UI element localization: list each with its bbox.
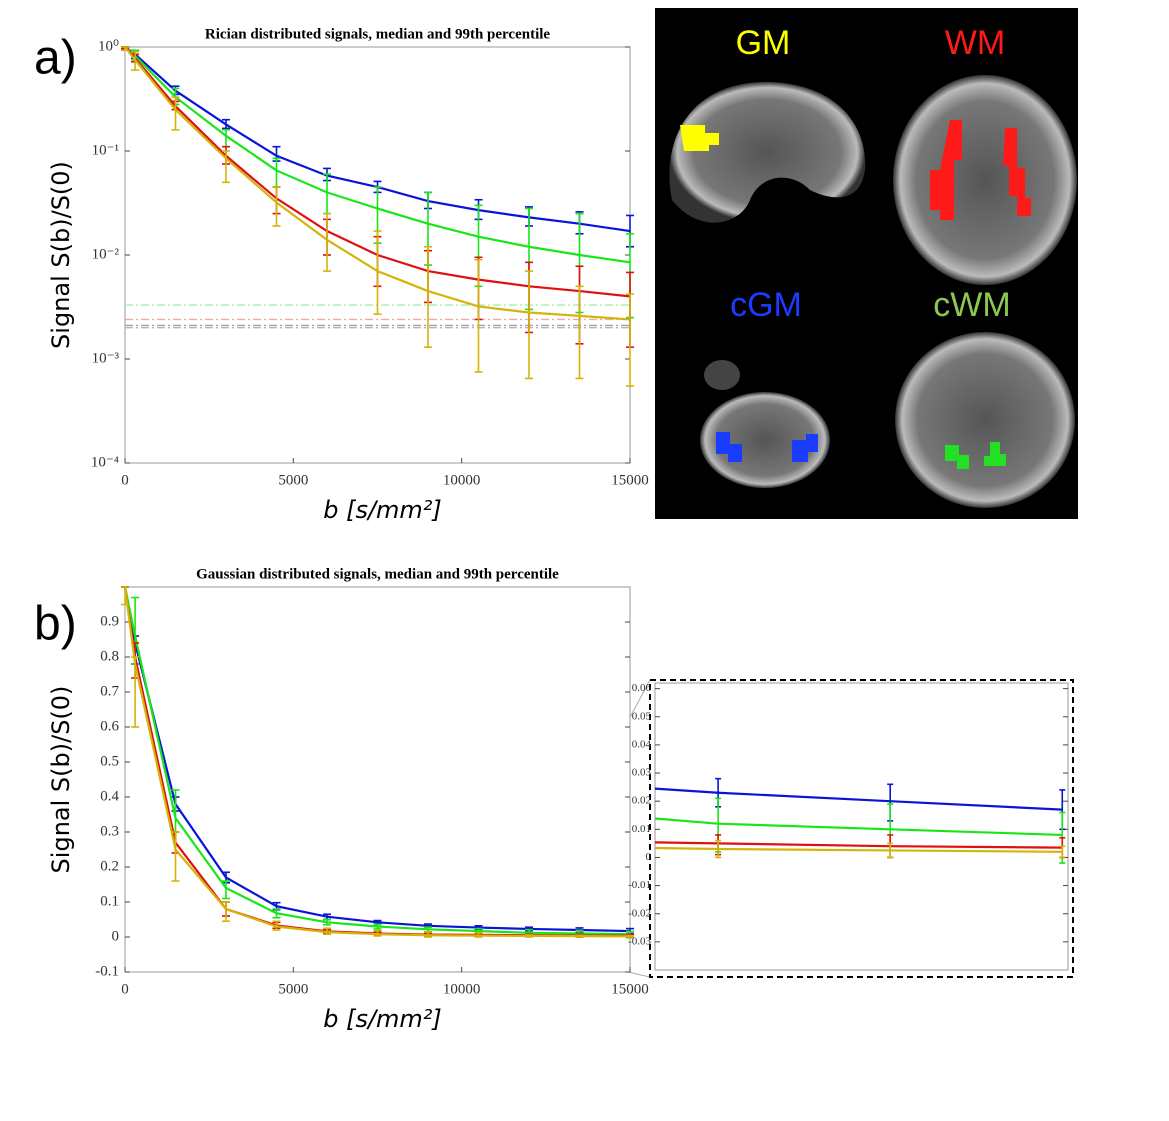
y-tick-label: 0.5 — [100, 753, 119, 769]
y-tick-label: 0.06 — [632, 682, 652, 694]
y-tick-label: 0.7 — [100, 683, 119, 699]
y-tick-label: 0.02 — [632, 795, 651, 807]
y-tick-label: 0.01 — [632, 823, 651, 835]
y-tick-label: 0 — [112, 928, 120, 944]
sagittal-slice — [669, 81, 866, 223]
roi-label: cGM — [730, 286, 802, 324]
y-tick-label: 0.4 — [100, 788, 119, 804]
cwm-roi — [945, 442, 1006, 469]
y-tick-label: -0.1 — [95, 963, 119, 979]
image-panel — [655, 8, 1078, 519]
y-tick-label: 0.3 — [100, 823, 119, 839]
roi-label: GM — [736, 24, 791, 62]
gm-roi — [680, 125, 719, 151]
axial-slice — [893, 75, 1077, 285]
series-line — [655, 787, 1063, 811]
y-tick-label: -0.01 — [628, 879, 651, 891]
plot-area — [124, 586, 631, 973]
series-line — [123, 586, 631, 933]
chart: 10⁻⁴ 10⁻³ 10⁻² 10⁻¹ 10⁰ 0 5000 10000 15000 Rician… — [34, 24, 1011, 524]
y-tick-label: 0.04 — [632, 738, 652, 750]
chart: -0.100.10.20.30.40.50.60.70.80.90 5000 100… — [34, 566, 649, 1033]
y-axis-label: Signal S(b)/S(0) — [47, 686, 75, 874]
y-tick-label: 0.8 — [100, 648, 119, 664]
x-tick-label: 10000 — [443, 472, 481, 488]
series-line — [124, 46, 631, 321]
chart-title: Rician distributed signals, median and 9… — [205, 26, 551, 42]
series-line — [124, 46, 631, 264]
y-tick-label: 0.1 — [100, 893, 119, 909]
y-axis-label: Signal S(b)/S(0) — [47, 161, 75, 349]
cgm-roi — [716, 432, 818, 462]
y-tick-label: 0.9 — [100, 613, 119, 629]
series-line — [124, 46, 631, 298]
y-tick-label: 0.03 — [632, 767, 652, 779]
x-axis-label: b [s/mm²] — [323, 496, 442, 524]
series-line — [123, 586, 631, 938]
chart-title: Gaussian distributed signals, median and… — [196, 566, 559, 582]
brainstem-slice — [895, 332, 1075, 508]
x-tick-label: 5000 — [278, 472, 308, 488]
y-tick-label: 0.2 — [100, 858, 119, 874]
x-tick-label: 0 — [121, 981, 129, 997]
cerebellum-slice — [700, 392, 830, 488]
series-line — [655, 817, 1063, 837]
y-tick-label: -0.03 — [628, 935, 651, 947]
y-tick-label: 10⁻² — [92, 246, 120, 262]
y-tick-label: 10⁰ — [98, 38, 119, 54]
x-tick-label: 10000 — [443, 981, 481, 997]
zoom-connector — [627, 971, 651, 978]
x-axis-label: b [s/mm²] — [323, 1005, 442, 1033]
series-line — [655, 846, 1063, 853]
charts: 10⁻⁴ 10⁻³ 10⁻² 10⁻¹ 10⁰ 0 5000 10000 15000 Rician… — [34, 24, 1069, 1033]
roi-label: cWM — [933, 286, 1010, 324]
series-line — [124, 46, 631, 233]
x-tick-label: 0 — [121, 472, 129, 488]
x-tick-label: 5000 — [278, 981, 308, 997]
inset-series — [655, 777, 1066, 864]
wm-roi — [930, 120, 1031, 220]
panel-label: b) — [34, 598, 77, 651]
y-tick-label: 0 — [646, 851, 652, 863]
y-tick-label: 0.6 — [100, 718, 119, 734]
y-tick-label: 0.05 — [632, 710, 652, 722]
inset-chart: -0.03 -0.02 -0.01 0 0.01 0.02 0.03 0.04 0.05 0.06 — [628, 682, 1069, 971]
x-tick-label: 15000 — [611, 472, 649, 488]
slice-fragment — [704, 360, 740, 390]
series-line — [123, 586, 631, 936]
y-tick-label: 10⁻¹ — [92, 142, 119, 158]
y-tick-label: 10⁻⁴ — [91, 454, 119, 470]
plot-area — [654, 682, 1069, 971]
roi-label: WM — [945, 24, 1005, 62]
series-line — [655, 841, 1063, 849]
y-tick-label: 10⁻³ — [92, 350, 120, 366]
x-tick-label: 15000 — [611, 981, 649, 997]
panel-label: a) — [34, 32, 77, 85]
y-tick-label: -0.02 — [628, 907, 651, 919]
